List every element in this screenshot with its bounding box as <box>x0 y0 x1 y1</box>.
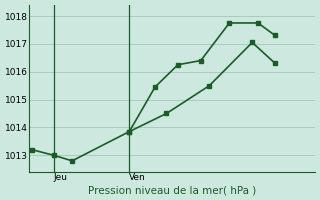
X-axis label: Pression niveau de la mer( hPa ): Pression niveau de la mer( hPa ) <box>88 185 256 195</box>
